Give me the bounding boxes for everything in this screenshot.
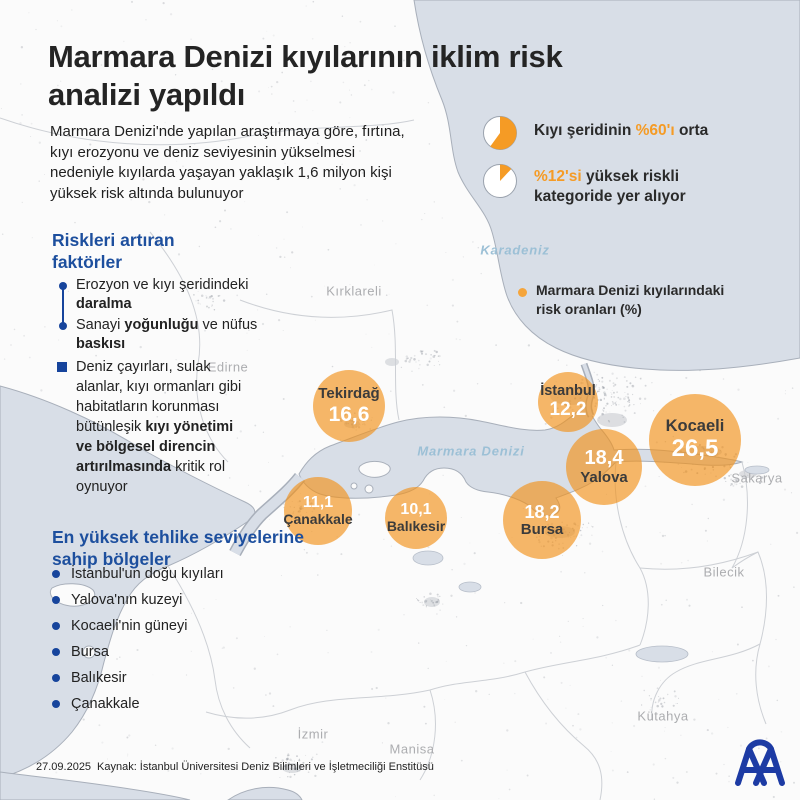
title-line1: Marmara Denizi kıyılarının iklim risk <box>48 39 563 74</box>
factor-text-bold: baskısı <box>76 336 126 352</box>
bubble-balikesir: 10,1 Balıkesir <box>385 487 447 549</box>
list-item: Bursa <box>52 643 224 662</box>
bubble-city-name: Balıkesir <box>386 518 446 535</box>
stat-text-post: orta <box>674 122 709 139</box>
list-item: Yalova'nın kuzeyi <box>52 591 224 610</box>
bullet-dot-icon <box>52 648 60 656</box>
regions-heading: En yüksek tehlike seviyelerine sahip böl… <box>52 527 304 569</box>
note-text: Deniz çayırları, sulak alanlar, kıyı orm… <box>76 359 242 435</box>
bubble-city-name: Bursa <box>520 520 564 538</box>
bubble-yalova: 18,4 Yalova <box>566 429 642 505</box>
list-item: Kocaeli'nin güneyi <box>52 617 224 636</box>
region-label: Çanakkale <box>71 696 140 712</box>
title-line2: analizi yapıldı <box>48 76 246 112</box>
aegean-sea <box>0 385 256 779</box>
province-label-kirklareli: Kırklareli <box>326 283 382 299</box>
bubble-city-name: Kocaeli <box>665 417 725 436</box>
factor-text-bold: yoğunluğu <box>124 317 199 333</box>
region-label: Yalova'nın kuzeyi <box>71 592 183 608</box>
factor-text: ve nüfus <box>198 317 258 333</box>
bubble-risk-value: 11,1 <box>302 494 334 512</box>
note-text: kritik rol oynuyor <box>76 459 226 495</box>
bubble-risk-value: 10,1 <box>400 501 432 519</box>
bubble-legend-label: Marmara Denizi kıyılarındaki risk oranla… <box>536 282 725 317</box>
province-label-edirne: Edirne <box>207 359 249 375</box>
province-label-kutahya: Kütahya <box>637 708 689 724</box>
marmara-island <box>358 460 391 478</box>
regions-list: İstanbul'un doğu kıyıları Yalova'nın kuz… <box>52 565 224 721</box>
bubble-risk-value: 26,5 <box>671 434 719 462</box>
bubble-risk-value: 16,6 <box>328 402 370 426</box>
page-title: Marmara Denizi kıyılarının iklim risk an… <box>48 38 708 114</box>
bullet-dot-icon <box>52 674 60 682</box>
region-label: Bursa <box>71 644 109 660</box>
stat-highlight-60: %60'ı <box>635 122 675 139</box>
bubble-tekirdag: Tekirdağ 16,6 <box>313 370 385 442</box>
list-item: Çanakkale <box>52 695 224 714</box>
factors-timeline-line <box>62 286 64 328</box>
sea-label-marmara-denizi: Marmara Denizi <box>417 443 525 459</box>
pie-chart-12-percent <box>483 164 517 198</box>
aa-agency-logo <box>735 739 785 786</box>
square-bullet-icon <box>57 362 67 372</box>
stat-coast-12: %12'si yüksek riskli kategoride yer alıy… <box>534 167 722 207</box>
source-credit: Kaynak: İstanbul Üniversitesi Deniz Bili… <box>97 761 434 773</box>
habitat-note: Deniz çayırları, sulak alanlar, kıyı orm… <box>76 357 246 497</box>
dardanelles-strait <box>230 473 304 556</box>
bubble-canakkale: 11,1 Çanakkale <box>283 477 353 545</box>
factor-text: Sanayi <box>76 317 125 333</box>
pie-chart-60-percent <box>483 116 517 150</box>
legend-orange-dot-icon <box>518 288 527 297</box>
factor-item-erosion: Erozyon ve kıyı şeridindeki daralma <box>76 276 258 314</box>
sea-label-karadeniz: Karadeniz <box>480 242 550 258</box>
list-item: Balıkesir <box>52 669 224 688</box>
bubble-city-name: Çanakkale <box>283 511 353 528</box>
province-label-bilecik: Bilecik <box>703 564 745 580</box>
lakes <box>412 465 770 663</box>
bullet-dot-icon <box>52 596 60 604</box>
bubble-city-name: Tekirdağ <box>318 384 380 402</box>
region-label: Kocaeli'nin güneyi <box>71 618 188 634</box>
bullet-dot-icon <box>52 622 60 630</box>
province-label-sakarya: Sakarya <box>731 470 783 486</box>
province-label-manisa: Manisa <box>389 741 435 757</box>
bubble-risk-value: 12,2 <box>549 399 587 421</box>
stat-coast-60: Kıyı şeridinin %60'ı orta <box>534 121 774 141</box>
stat-text-pre: Kıyı şeridinin <box>534 122 636 139</box>
publish-date: 27.09.2025 <box>36 761 92 773</box>
bubble-istanbul: İstanbul 12,2 <box>538 372 598 432</box>
list-item: İstanbul'un doğu kıyıları <box>52 565 224 584</box>
note-text-bold: kıyı yönetimi ve bölgesel direncin artır… <box>76 419 234 475</box>
region-label: İstanbul'un doğu kıyıları <box>71 566 224 582</box>
factor-item-industry: Sanayi yoğunluğu ve nüfus baskısı <box>76 316 258 354</box>
edremit-gulf <box>227 786 303 800</box>
aegean-sea-south <box>0 771 191 800</box>
bubble-city-name: İstanbul <box>540 383 596 400</box>
bullet-dot-icon <box>59 282 67 290</box>
factor-text-bold: daralma <box>76 296 132 312</box>
black-sea <box>413 0 800 371</box>
bullet-dot-icon <box>52 570 60 578</box>
province-label-izmir: İzmir <box>297 726 329 742</box>
bubble-kocaeli: Kocaeli 26,5 <box>649 394 741 486</box>
bullet-dot-icon <box>52 700 60 708</box>
stat-text-post: yüksek riskli kategoride yer alıyor <box>534 168 686 205</box>
bubble-risk-value: 18,2 <box>524 501 560 522</box>
factors-heading: Riskleri artıran faktörler <box>52 230 175 272</box>
bubble-bursa: 18,2 Bursa <box>503 481 581 559</box>
bubble-risk-value: 18,4 <box>584 447 624 470</box>
bubble-city-name: Yalova <box>580 468 628 486</box>
stat-highlight-12: %12'si <box>534 168 582 185</box>
intro-paragraph: Marmara Denizi'nde yapılan araştırmaya g… <box>50 123 405 203</box>
province-borders <box>0 117 767 800</box>
region-label: Balıkesir <box>71 670 127 686</box>
factor-text: Erozyon ve kıyı şeridindeki <box>76 277 249 293</box>
bullet-dot-icon <box>59 322 67 330</box>
